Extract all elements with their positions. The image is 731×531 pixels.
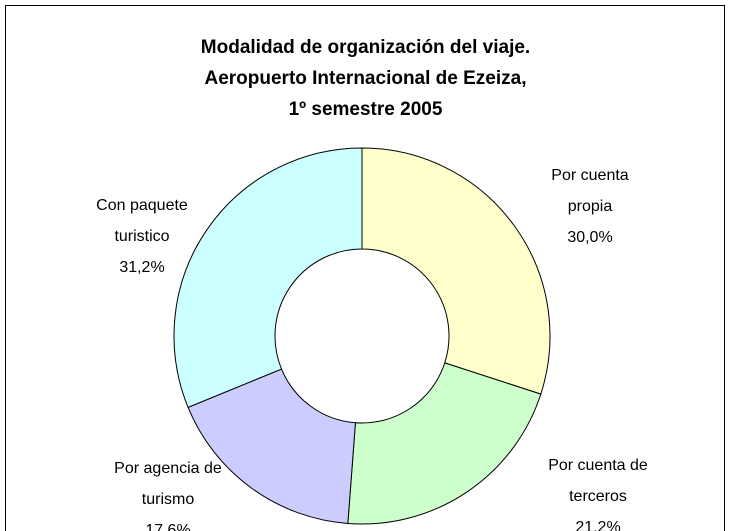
donut-slice [187,368,356,525]
value-label: 31,2% [119,259,165,276]
value-label: 21,2% [575,519,621,531]
value-label: 17,6% [145,522,191,531]
category-label: Por agencia de turismo [114,460,222,508]
chart-frame [5,5,725,531]
category-label: Con paquete turistico [96,197,188,245]
slice-label: Por cuenta de terceros 21,2% [531,450,666,531]
donut-slice [361,147,551,395]
donut-slice [347,362,542,525]
value-label: 30,0% [567,229,613,246]
donut-slice [173,147,363,409]
category-label: Por cuenta propia [551,167,629,215]
slice-label: Por agencia de turismo 17,6% [113,453,223,531]
category-label: Por cuenta de terceros [548,457,648,505]
slice-label: Con paquete turistico 31,2% [87,190,197,283]
chart-title: Modalidad de organización del viaje. Aer… [200,37,531,120]
slice-label: Por cuenta propia 30,0% [540,160,640,253]
